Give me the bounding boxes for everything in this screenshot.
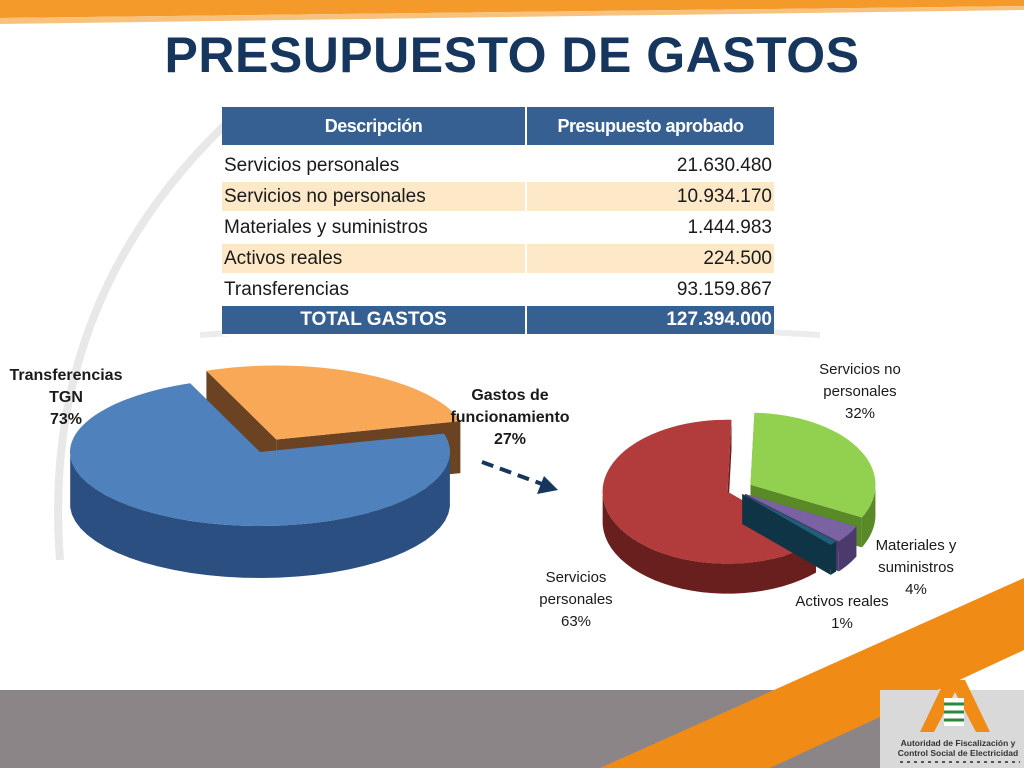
column-header-approved-budget: Presupuesto aprobado (526, 107, 774, 145)
logo-panel (880, 690, 1024, 768)
slice-label: funcionamiento (450, 409, 569, 426)
pie-chart-operating-expenses (602, 412, 876, 594)
row-value: 93.159.867 (526, 274, 774, 306)
row-description: Activos reales (222, 243, 527, 275)
row-value: 10.934.170 (526, 181, 774, 213)
logo-text-line1: Autoridad de Fiscalización y (901, 738, 1016, 748)
arrow-head-icon (537, 476, 558, 494)
watermark-stroke (54, 117, 233, 561)
row-value: 21.630.480 (526, 145, 774, 182)
table-row: Materiales y suministros 1.444.983 (222, 212, 774, 244)
slice-label: 1% (831, 615, 853, 632)
dashed-arrow (481, 460, 558, 494)
slice-label: 73% (50, 411, 82, 428)
slice-label: 32% (845, 405, 875, 422)
slice-label: Gastos de (471, 387, 548, 404)
slice-label: personales (823, 383, 896, 400)
row-description: Servicios personales (222, 145, 527, 182)
table-header-row: Descripción Presupuesto aprobado (222, 107, 774, 145)
row-description: Servicios no personales (222, 181, 527, 213)
pie-slice (69, 383, 450, 578)
logo-text-line2: Control Social de Electricidad (898, 748, 1018, 758)
slice-label: suministros (878, 559, 954, 576)
slice-label: personales (539, 591, 612, 608)
page-title: PRESUPUESTO DE GASTOS (164, 27, 860, 83)
pie-slice (742, 493, 837, 575)
slice-label: 4% (905, 581, 927, 598)
table-row: Transferencias 93.159.867 (222, 274, 774, 306)
top-orange-band (0, 0, 1024, 18)
column-header-description: Descripción (222, 107, 527, 145)
pie-chart-budget-split (69, 365, 461, 578)
table-row: Servicios no personales 10.934.170 (222, 181, 774, 213)
budget-table: Descripción Presupuesto aprobado Servici… (222, 107, 774, 336)
row-value: 224.500 (526, 243, 774, 275)
total-label: TOTAL GASTOS (222, 305, 527, 336)
slice-label: TGN (49, 389, 83, 406)
slice-label: Transferencias (10, 367, 123, 384)
slice-label: 27% (494, 431, 526, 448)
row-description: Transferencias (222, 274, 527, 306)
slice-label: 63% (561, 613, 591, 630)
slice-label: Servicios (546, 569, 607, 586)
table-row: Servicios personales 21.630.480 (222, 145, 774, 182)
total-row: TOTAL GASTOS 127.394.000 (222, 305, 774, 336)
slice-label: Servicios no (819, 361, 901, 378)
slice-label: Activos reales (795, 593, 888, 610)
total-value: 127.394.000 (526, 305, 774, 336)
slice-label: Materiales y (876, 537, 957, 554)
row-value: 1.444.983 (526, 212, 774, 244)
row-description: Materiales y suministros (222, 212, 527, 244)
bottom-orange-band (600, 578, 1024, 768)
bottom-white-wedge (0, 640, 1024, 690)
table-row: Activos reales 224.500 (222, 243, 774, 275)
top-orange-band-light (0, 6, 1024, 24)
logo-a-icon (920, 680, 990, 732)
